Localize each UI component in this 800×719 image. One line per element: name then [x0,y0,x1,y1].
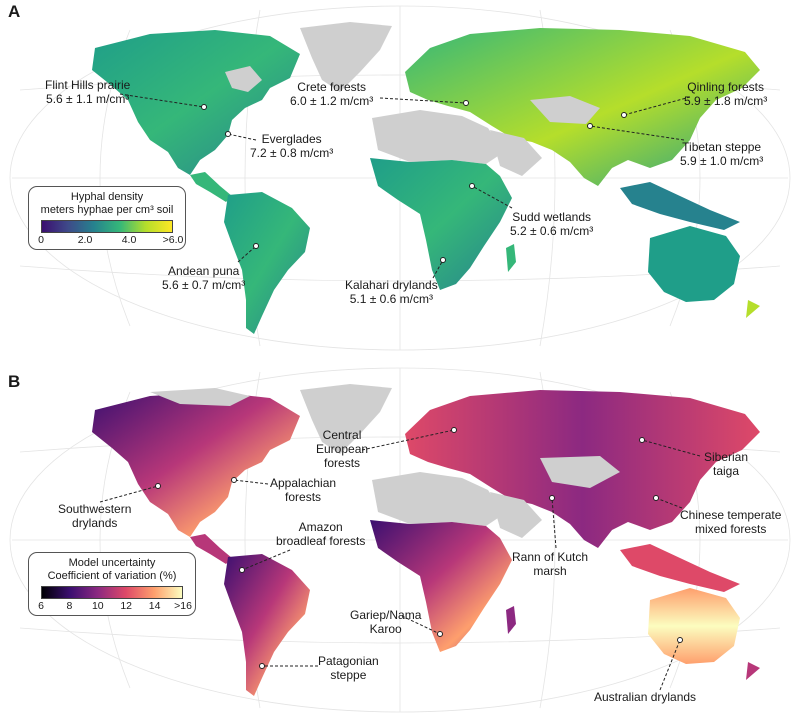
south-america-shape-b [224,554,310,696]
south-america-shape [224,192,310,334]
arabia-nodata-b [490,492,542,538]
legend-b-colorbar [41,586,183,599]
legend-a-tick-2: 4.0 [121,234,137,246]
label-patagonian: Patagonian steppe [318,654,379,682]
sahara-nodata [372,110,504,164]
panel-letter-a: A [8,2,21,21]
label-amazon: Amazon broadleaf forests [276,520,366,548]
north-america-shape-b [92,392,300,537]
label-rann: Rann of Kutch marsh [512,550,589,578]
legend-model-uncertainty: Model uncertainty Coefficient of variati… [28,552,196,616]
arabia-nodata [490,130,542,176]
label-kalahari: Kalahari drylands 5.1 ± 0.6 m/cm³ [345,278,438,306]
sample-points-b [155,427,683,669]
leader-lines-a [119,93,691,279]
indonesia-shape [620,182,740,230]
legend-a-ticks: 0 2.0 4.0 >6.0 [38,234,183,246]
north-america-shape [92,30,300,175]
central-america-shape-b [190,534,232,564]
central-asia-nodata-b [540,456,620,488]
legend-b-subtitle: Coefficient of variation (%) [47,570,177,582]
label-appalachian: Appalachian forests [270,476,337,504]
madagascar-shape-b [506,606,516,634]
legend-a-tick-0: 0 [38,234,44,246]
sahara-nodata-b [372,472,504,526]
indonesia-shape-b [620,544,740,592]
label-sudd: Sudd wetlands 5.2 ± 0.6 m/cm³ [510,210,594,238]
legend-a-tick-1: 2.0 [77,234,93,246]
label-flint-hills: Flint Hills prairie 5.6 ± 1.1 m/cm³ [45,78,131,106]
legend-a-subtitle: meters hyphae per cm³ soil [40,204,174,216]
leader-lines-b [99,429,701,691]
world-map-b [9,367,791,713]
sample-points-a [201,100,627,263]
legend-hyphal-density: Hyphal density meters hyphae per cm³ soi… [28,186,186,250]
label-siberian: Siberian taiga [704,450,749,478]
legend-a-title: Hyphal density [70,191,144,203]
greenland-shape [300,22,392,92]
label-qinling: Qinling forests 5.9 ± 1.8 m/cm³ [684,80,768,108]
legend-b-tick-4: 14 [148,600,161,612]
north-america-nodata [225,66,262,92]
africa-shape-b [370,520,512,652]
panel-b-model-uncertainty-map: B Central European forests Siberian taiga A… [0,362,800,719]
panel-letter-b: B [8,372,21,391]
canadian-arctic-nodata [150,388,250,406]
legend-b-tick-5: >16 [174,600,192,612]
legend-a-tick-3: >6.0 [162,234,184,246]
label-central-european: Central European forests [316,428,369,470]
legend-a-colorbar [41,220,173,233]
label-chinese: Chinese temperate mixed forests [680,508,782,536]
new-zealand-shape [746,300,760,318]
australia-shape-b [648,588,740,664]
legend-b-tick-3: 12 [120,600,133,612]
madagascar-shape [506,244,516,272]
central-america-shape [190,172,232,202]
legend-b-title: Model uncertainty [68,557,156,569]
label-everglades: Everglades 7.2 ± 0.8 m/cm³ [250,132,334,160]
label-crete: Crete forests 6.0 ± 1.2 m/cm³ [290,80,374,108]
label-andean: Andean puna 5.6 ± 0.7 m/cm³ [162,264,246,292]
label-australian: Australian drylands [594,690,697,704]
legend-b-tick-0: 6 [38,600,44,612]
label-gariep: Gariep/Nama Karoo [350,608,422,636]
label-southwestern: Southwestern drylands [58,502,132,530]
panel-a-hyphal-density-map: A Flint Hills prairie 5.6 ± 1.1 m/cm³ Cre… [0,0,800,355]
africa-shape [370,158,512,290]
legend-b-ticks: 6 8 10 12 14 >16 [38,600,192,612]
new-zealand-shape-b [746,662,760,680]
central-asia-nodata [530,96,600,124]
greenland-shape-b [300,384,392,454]
label-tibetan: Tibetan steppe 5.9 ± 1.0 m/cm³ [680,140,764,168]
legend-b-tick-2: 10 [91,600,104,612]
australia-shape [648,226,740,302]
world-map-a [9,5,791,351]
legend-b-tick-1: 8 [66,600,73,612]
